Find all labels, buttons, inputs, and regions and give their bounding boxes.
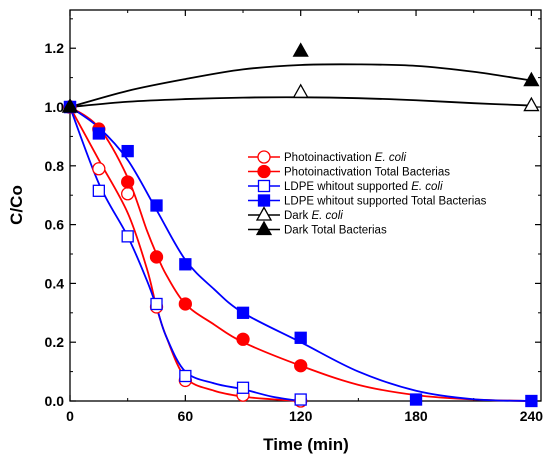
legend-label: LDPE whitout supported Total Bacterias [284, 196, 487, 208]
x-tick-label: 60 [178, 408, 194, 424]
data-point-dark-e-coli [523, 96, 540, 112]
fit-curve-dark-e-coli [69, 96, 532, 108]
x-tick-label: 120 [289, 408, 313, 424]
fit-curves [69, 63, 532, 402]
fit-curve-ldpe-whitout-supported-e-coli [69, 106, 301, 402]
data-point-ldpe-whitout-supported-e-coli [179, 369, 192, 383]
x-tick-label: 0 [66, 408, 74, 424]
data-point-photoinactivation-e-coli [121, 187, 135, 201]
data-point-ldpe-whitout-supported-total-bacterias [179, 258, 192, 271]
data-point-dark-total-bacterias [292, 42, 309, 57]
data-point-photoinactivation-total-bacterias [149, 250, 164, 264]
y-tick-label: 0.4 [45, 275, 65, 291]
data-point-ldpe-whitout-supported-total-bacterias [236, 306, 250, 319]
data-point-ldpe-whitout-supported-e-coli [294, 393, 307, 406]
legend-marker [255, 206, 273, 221]
data-point-ldpe-whitout-supported-e-coli [92, 184, 105, 197]
y-tick-label: 1.2 [45, 40, 65, 56]
y-tick-label: 0.0 [45, 393, 65, 409]
data-point-ldpe-whitout-supported-total-bacterias [525, 394, 538, 408]
legend-label: Dark Total Bacterias [284, 225, 387, 237]
x-tick-label: 180 [404, 408, 428, 424]
x-tick-label: 240 [520, 408, 544, 424]
data-point-ldpe-whitout-supported-total-bacterias [150, 199, 163, 212]
data-point-dark-total-bacterias [523, 71, 540, 87]
legend-label: Photoinactivation E. coli [284, 152, 407, 164]
data-point-ldpe-whitout-supported-total-bacterias [121, 144, 134, 158]
legend-marker [255, 220, 273, 236]
y-tick-label: 0.2 [45, 334, 65, 350]
y-tick-label: 1.0 [45, 99, 65, 115]
fit-curve-dark-total-bacterias [69, 63, 532, 108]
legend-marker [257, 194, 271, 207]
legend-label: Dark E. coli [284, 210, 343, 222]
legend-label: LDPE whitout supported E. coli [284, 181, 443, 193]
data-point-ldpe-whitout-supported-e-coli [121, 230, 134, 243]
data-point-photoinactivation-total-bacterias [236, 332, 250, 346]
legend-marker [257, 179, 271, 193]
data-point-dark-e-coli [292, 83, 309, 98]
x-axis-title: Time (min) [263, 435, 349, 454]
data-point-ldpe-whitout-supported-total-bacterias [92, 127, 105, 140]
data-point-photoinactivation-total-bacterias [121, 175, 135, 189]
y-axis-title: C/Co [7, 185, 26, 225]
data-point-photoinactivation-e-coli [92, 162, 106, 176]
fit-curve-ldpe-whitout-supported-total-bacterias [69, 106, 532, 402]
data-point-ldpe-whitout-supported-total-bacterias [409, 393, 423, 406]
data-markers [61, 42, 540, 408]
y-tick-label: 0.6 [45, 217, 65, 233]
data-point-ldpe-whitout-supported-e-coli [236, 381, 250, 394]
data-point-ldpe-whitout-supported-total-bacterias [294, 331, 307, 344]
data-point-photoinactivation-total-bacterias [178, 297, 192, 311]
legend: Photoinactivation E. coli Photoinactivati… [248, 150, 487, 237]
y-tick-label: 0.8 [45, 158, 65, 174]
data-point-photoinactivation-total-bacterias [294, 359, 308, 373]
data-point-ldpe-whitout-supported-e-coli [150, 297, 163, 311]
legend-marker [257, 164, 271, 179]
data-point-dark-total-bacterias [61, 98, 79, 113]
legend-marker [257, 150, 271, 164]
legend-label: Photoinactivation Total Bacterias [284, 167, 450, 179]
